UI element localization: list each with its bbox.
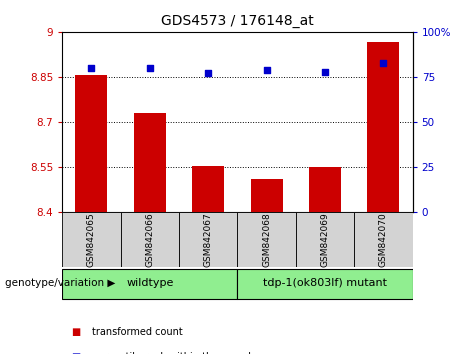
- Point: [263, 67, 270, 73]
- Text: GSM842067: GSM842067: [204, 212, 213, 267]
- Bar: [179, 212, 237, 267]
- Bar: [237, 212, 296, 267]
- Title: GDS4573 / 176148_at: GDS4573 / 176148_at: [161, 14, 314, 28]
- Bar: [251, 179, 283, 212]
- Text: GSM842070: GSM842070: [379, 212, 388, 267]
- Point: [205, 70, 212, 76]
- Bar: [296, 212, 354, 267]
- Point: [88, 65, 95, 71]
- Bar: [134, 113, 166, 212]
- Point: [380, 60, 387, 65]
- Bar: [367, 42, 399, 212]
- Bar: [192, 166, 225, 212]
- Text: tdp-1(ok803lf) mutant: tdp-1(ok803lf) mutant: [263, 278, 387, 289]
- Bar: [309, 167, 341, 212]
- Bar: [237, 269, 413, 299]
- Point: [321, 69, 329, 74]
- Text: ■: ■: [71, 327, 81, 337]
- Bar: [121, 212, 179, 267]
- Text: GSM842069: GSM842069: [320, 212, 330, 267]
- Text: ■: ■: [71, 352, 81, 354]
- Text: GSM842066: GSM842066: [145, 212, 154, 267]
- Text: percentile rank within the sample: percentile rank within the sample: [92, 352, 257, 354]
- Bar: [354, 212, 413, 267]
- Text: transformed count: transformed count: [92, 327, 183, 337]
- Bar: [62, 269, 237, 299]
- Text: genotype/variation ▶: genotype/variation ▶: [5, 278, 115, 289]
- Point: [146, 65, 154, 71]
- Bar: [75, 75, 107, 212]
- Text: GSM842065: GSM842065: [87, 212, 96, 267]
- Text: wildtype: wildtype: [126, 278, 173, 289]
- Bar: [62, 212, 121, 267]
- Text: GSM842068: GSM842068: [262, 212, 271, 267]
